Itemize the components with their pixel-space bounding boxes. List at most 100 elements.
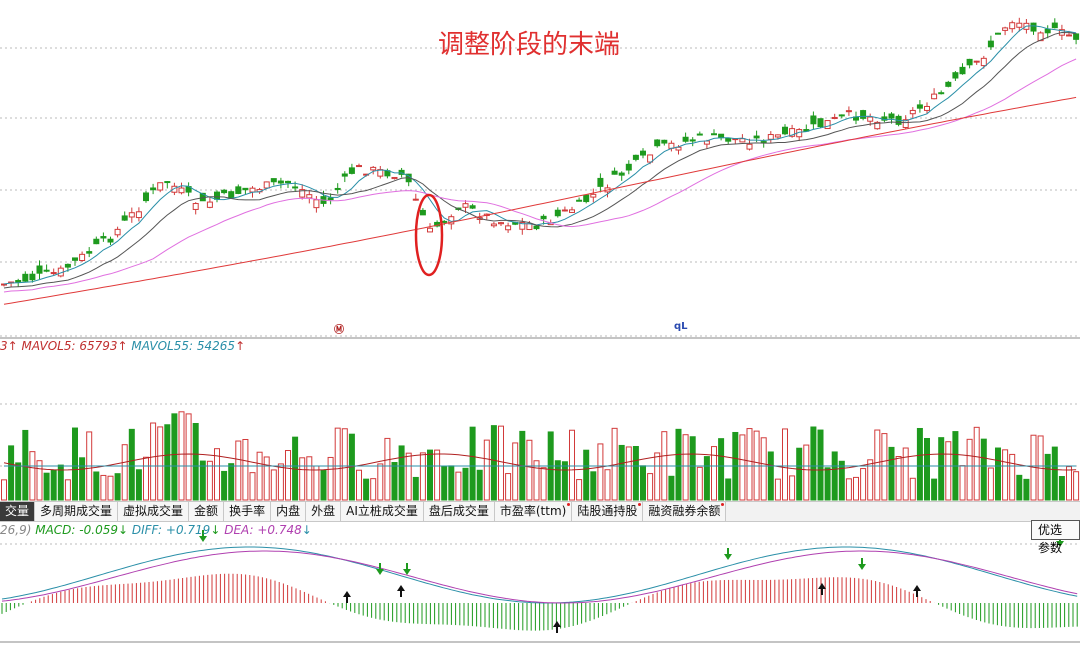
candle-body: [43, 269, 50, 272]
volume-bar: [306, 456, 313, 501]
volume-bar: [22, 429, 29, 501]
candle-body: [427, 227, 433, 233]
candle-body: [987, 40, 994, 48]
volume-bar: [654, 452, 661, 501]
mavol5-label: MAVOL5:: [21, 339, 76, 353]
volume-bar: [789, 475, 796, 501]
volume-bar: [597, 443, 604, 501]
price-marker-left: Ⓜ: [334, 325, 344, 336]
volume-bar: [363, 478, 370, 501]
candle-body: [206, 201, 213, 208]
tab-5[interactable]: 内盘: [271, 502, 307, 521]
candle-body: [902, 119, 909, 128]
volume-bar: [185, 413, 192, 501]
optimize-params-button[interactable]: 优选参数: [1031, 520, 1080, 555]
volume-bar: [285, 450, 291, 501]
tab-6[interactable]: 外盘: [306, 502, 342, 521]
candle-body: [370, 166, 377, 171]
candle-body: [1, 283, 7, 286]
dea-label: DEA:: [224, 523, 254, 537]
sell-arrow-head: [403, 569, 411, 575]
volume-bar: [469, 426, 476, 501]
candle-body: [348, 167, 355, 174]
candle-body: [93, 238, 100, 245]
tab-1[interactable]: 多周期成交量: [35, 502, 119, 521]
candle-body: [952, 72, 959, 79]
macd-lines: [1, 546, 1078, 604]
candle-body: [540, 215, 547, 220]
candle-body: [419, 209, 426, 216]
volume-bar: [356, 469, 362, 501]
volume-bar: [448, 465, 455, 501]
tab-10[interactable]: 陆股通持股: [572, 502, 644, 521]
dea-value: +0.748: [257, 523, 302, 537]
volume-bar: [874, 429, 881, 501]
ma-medium-line: [3, 31, 1077, 289]
candle-body: [498, 222, 504, 225]
mavol55-value: 54265: [196, 339, 236, 353]
candle-body: [767, 134, 774, 140]
volume-bar: [895, 456, 902, 501]
volume-bar: [100, 474, 107, 501]
diff-label: DIFF:: [131, 523, 163, 537]
candle-body: [143, 192, 149, 202]
volume-bar: [93, 471, 100, 501]
tab-3[interactable]: 金额: [189, 502, 225, 521]
candle-body: [860, 110, 867, 119]
candle-body: [1016, 22, 1023, 28]
candle-body: [1009, 22, 1016, 30]
volume-bar: [980, 438, 987, 501]
candle-body: [739, 138, 746, 143]
volume-bar: [640, 465, 646, 501]
volume-bar: [924, 438, 930, 501]
volume-bar: [604, 469, 611, 501]
candle-body: [22, 273, 29, 282]
candle-body: [192, 203, 199, 210]
tab-label: 外盘: [311, 504, 336, 518]
candle-body: [569, 209, 575, 213]
volume-bar: [121, 444, 128, 501]
candle-body: [107, 238, 114, 243]
volume-bar: [718, 438, 725, 501]
candle-body: [625, 163, 632, 171]
macd-legend: 26,9) MACD: -0.059↓ DIFF: +0.719↓ DEA: +…: [0, 523, 312, 537]
tab-2[interactable]: 虚拟成交量: [118, 502, 190, 521]
candle-body: [135, 211, 142, 219]
candle-body: [505, 225, 512, 231]
tab-label: 盘后成交量: [428, 504, 489, 518]
candle-body: [782, 126, 788, 135]
volume-bar: [143, 456, 149, 501]
volume-bar: [987, 467, 994, 501]
annotation-headline: 调整阶段的末端: [438, 30, 621, 60]
tab-4[interactable]: 换手率: [224, 502, 272, 521]
tab-9[interactable]: 市盈率(ttm): [494, 502, 573, 521]
volume-bar: [334, 427, 341, 501]
tab-7[interactable]: AI立桩成交量: [341, 502, 424, 521]
volume-bar: [1058, 476, 1065, 501]
tab-11[interactable]: 融资融券余额: [643, 502, 727, 521]
volume-bar: [36, 460, 43, 501]
volume-bar: [107, 475, 114, 501]
candle-body: [412, 198, 419, 201]
volume-bar: [391, 462, 398, 501]
tab-0[interactable]: 交量: [0, 502, 36, 521]
volume-bar: [853, 476, 859, 501]
volume-bar: [782, 428, 788, 501]
tab-label: 换手率: [229, 504, 266, 518]
buy-arrow-head: [343, 591, 351, 597]
volume-bar: [625, 446, 632, 501]
candle-body: [64, 263, 71, 268]
candle-body: [1037, 32, 1044, 42]
tab-label: 金额: [194, 504, 219, 518]
candle-body: [682, 136, 689, 142]
candle-body: [86, 251, 93, 254]
vol-legend-prefix: 3: [0, 339, 8, 353]
volume-bar: [803, 444, 810, 501]
volume-bar: [50, 469, 57, 501]
volume-bar: [838, 460, 845, 501]
volume-bar: [632, 446, 639, 501]
candle-body: [980, 57, 987, 67]
tab-8[interactable]: 盘后成交量: [423, 502, 495, 521]
volume-bar: [817, 429, 824, 501]
